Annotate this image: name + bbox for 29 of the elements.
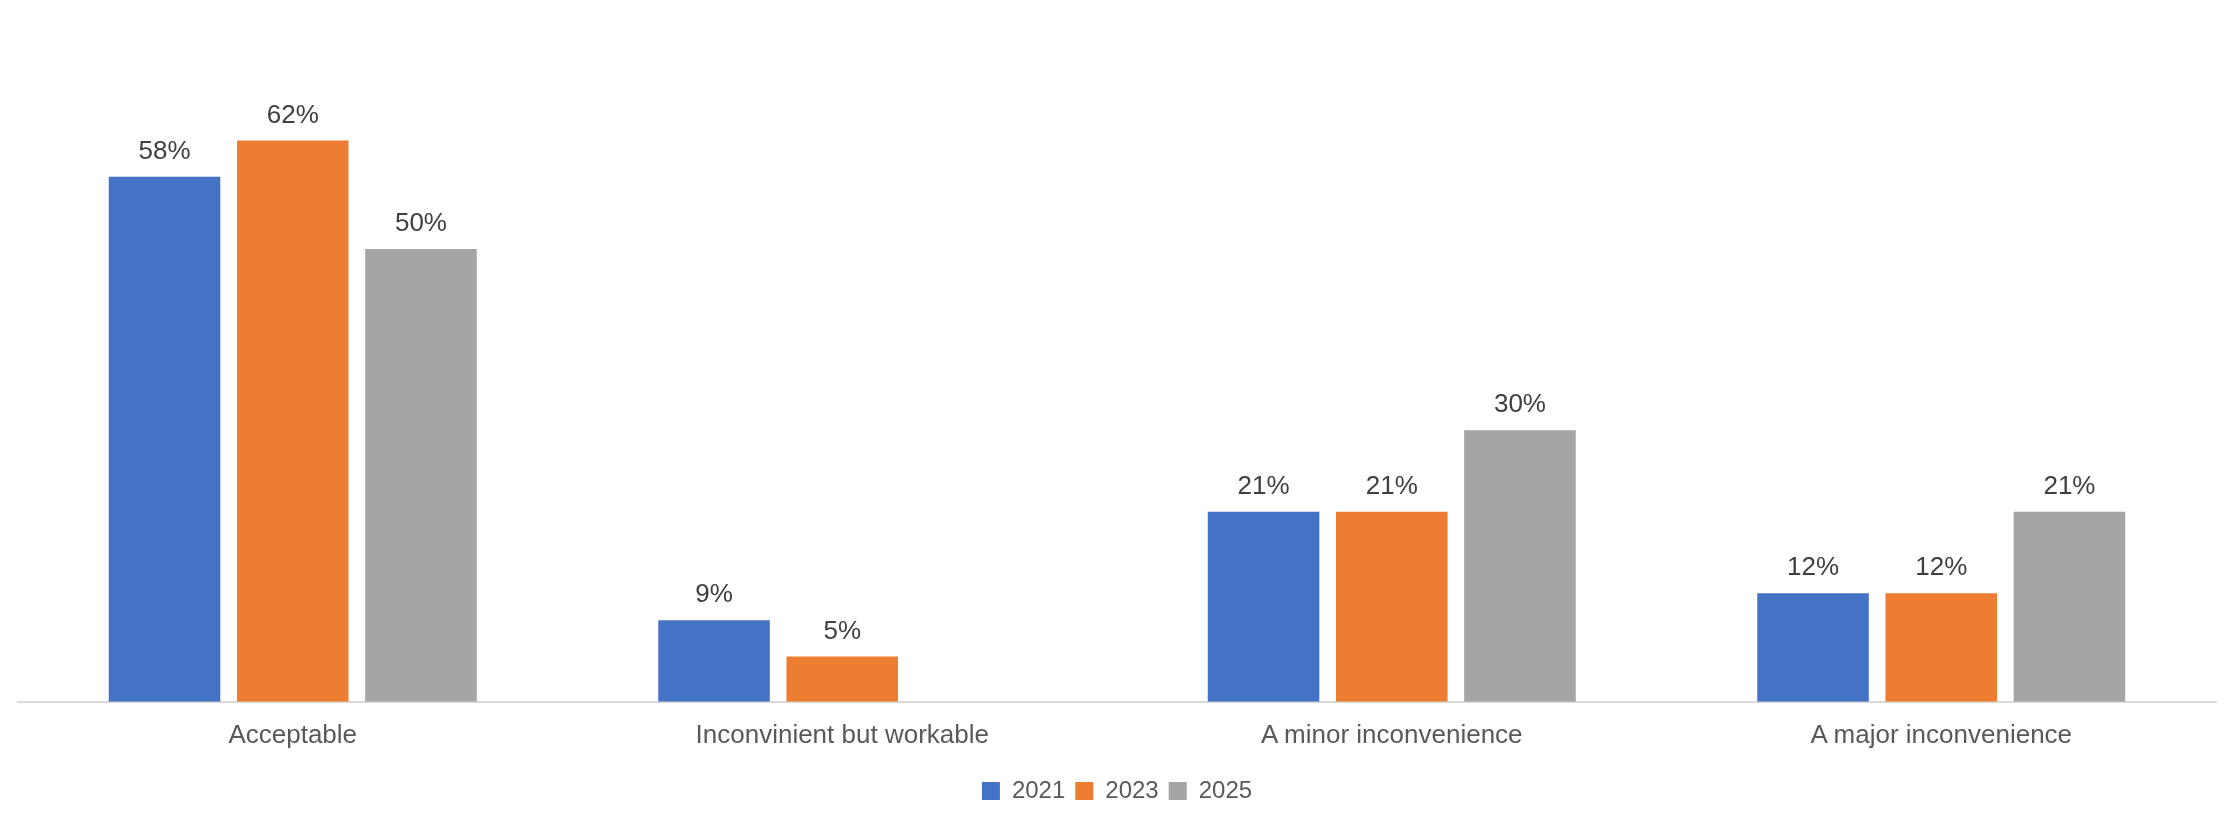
data-label: 12% [1915, 551, 1968, 582]
data-label: 21% [1365, 469, 1418, 500]
bar [236, 140, 349, 702]
data-label: 50% [394, 207, 447, 238]
bar [1207, 511, 1320, 702]
bar [108, 176, 221, 702]
data-label: 62% [266, 98, 319, 129]
legend-label: 2023 [1105, 775, 1159, 803]
bar [1464, 430, 1576, 702]
bar [365, 249, 477, 702]
data-label: 30% [1493, 388, 1546, 419]
bar [1335, 511, 1448, 702]
bar [1885, 593, 1998, 702]
data-label: 58% [138, 134, 191, 165]
bar [2013, 511, 2126, 702]
data-label: 21% [2043, 469, 2096, 500]
bar [786, 656, 899, 702]
bar [1757, 593, 1869, 702]
bar [658, 620, 770, 702]
data-label: 21% [1237, 469, 1290, 500]
legend-label: 2021 [1011, 775, 1066, 803]
x-tick-label: Acceptable [228, 718, 358, 749]
legend-label: 2025 [1198, 775, 1253, 803]
x-tick-label: Inconvinient but workable [695, 718, 989, 749]
data-label: 5% [823, 614, 862, 645]
x-tick-label: A minor inconvenience [1260, 718, 1523, 749]
data-label: 12% [1787, 551, 1840, 582]
x-tick-label: A major inconvenience [1810, 718, 2073, 749]
data-label: 9% [695, 578, 733, 609]
